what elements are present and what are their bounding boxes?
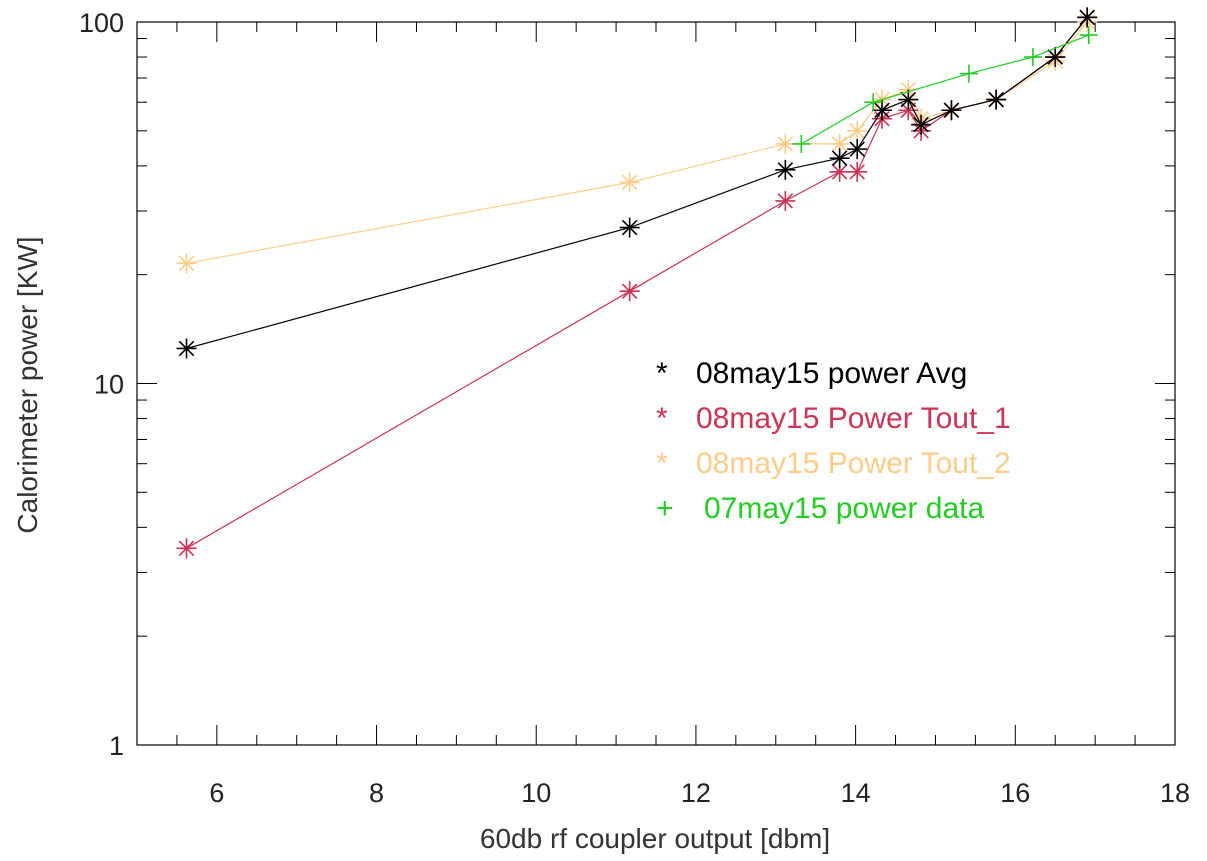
- tick-labels: 6 8 10 12 14 16 18 1 10 100: [79, 8, 1190, 808]
- x-tick-label: 8: [369, 778, 384, 808]
- data-point: [619, 281, 640, 302]
- series-layer: [176, 7, 1098, 559]
- data-point: [847, 139, 868, 160]
- data-point: [871, 100, 892, 121]
- series-line: [800, 34, 1090, 145]
- data-point: [911, 114, 932, 135]
- legend-symbol: *: [656, 447, 668, 480]
- data-point: [775, 159, 796, 180]
- legend-symbol: +: [656, 492, 674, 525]
- x-tick-label: 10: [521, 778, 551, 808]
- data-point: [176, 538, 197, 559]
- legend-entry: 08may15 Power Tout_1: [696, 402, 1011, 435]
- legend-symbol: *: [656, 357, 668, 390]
- data-point: [176, 338, 197, 359]
- y-axis-label: Calorimeter power [KW]: [12, 236, 43, 533]
- x-tick-label: 16: [1000, 778, 1030, 808]
- series-3: [792, 26, 1098, 153]
- data-point: [1023, 48, 1042, 67]
- data-point: [775, 133, 796, 154]
- y-tick-label: 100: [79, 8, 124, 38]
- y-tick-label: 10: [94, 370, 124, 400]
- legend: * 08may15 power Avg * 08may15 Power Tout_1 *…: [656, 357, 1011, 525]
- x-tick-label: 18: [1160, 778, 1190, 808]
- data-point: [959, 64, 978, 83]
- x-tick-label: 6: [209, 778, 224, 808]
- x-tick-label: 14: [841, 778, 871, 808]
- data-point: [619, 217, 640, 238]
- y-tick-label: 1: [109, 731, 124, 761]
- legend-entry: 08may15 Power Tout_2: [696, 447, 1011, 480]
- x-tick-label: 12: [681, 778, 711, 808]
- data-point: [847, 120, 868, 141]
- data-point: [1045, 47, 1066, 68]
- legend-entry: 08may15 power Avg: [696, 357, 967, 390]
- x-axis-label: 60db rf coupler output [dbm]: [480, 823, 830, 854]
- data-point: [1079, 26, 1098, 45]
- data-point: [792, 134, 811, 153]
- legend-symbol: *: [656, 402, 668, 435]
- data-point: [619, 172, 640, 193]
- legend-entry: 07may15 power data: [704, 492, 984, 525]
- data-point: [847, 161, 868, 182]
- data-point: [775, 190, 796, 211]
- data-point: [1077, 7, 1098, 28]
- series-line: [186, 17, 1088, 350]
- data-point: [176, 253, 197, 274]
- data-point: [864, 93, 883, 112]
- series-0: [176, 7, 1098, 359]
- axis-ticks: [136, 21, 1176, 746]
- data-point: [941, 100, 962, 121]
- data-point: [829, 148, 850, 169]
- data-point: [986, 89, 1007, 110]
- data-point: [898, 89, 919, 110]
